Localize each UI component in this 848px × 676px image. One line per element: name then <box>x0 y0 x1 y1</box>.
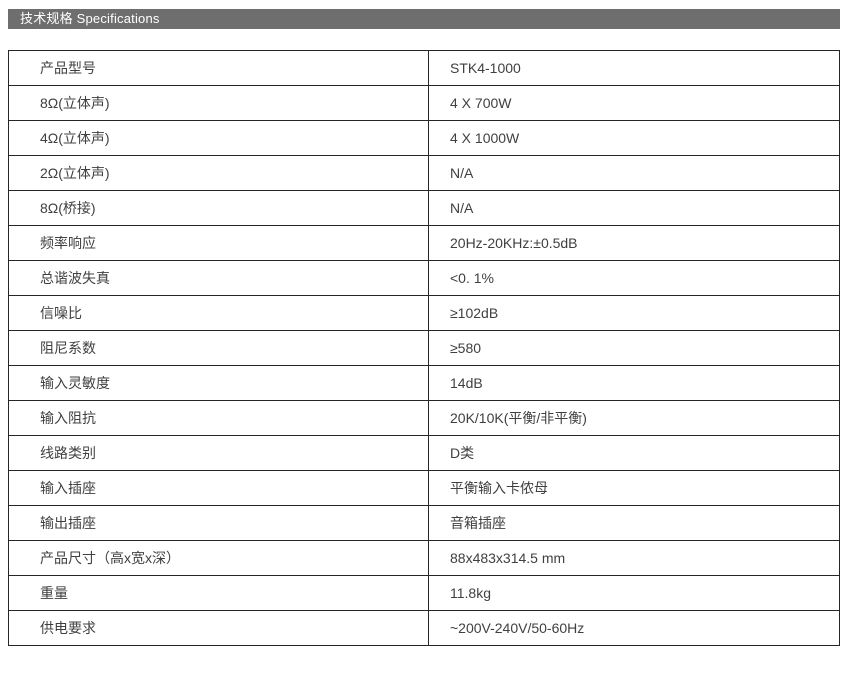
table-row: 输入阻抗 20K/10K(平衡/非平衡) <box>8 400 840 436</box>
section-title: 技术规格 Specifications <box>20 11 160 26</box>
table-row: 重量 11.8kg <box>8 575 840 611</box>
table-row: 信噪比 ≥102dB <box>8 295 840 331</box>
spacer <box>8 29 840 50</box>
spec-value: STK4-1000 <box>428 50 840 86</box>
table-row: 频率响应 20Hz-20KHz:±0.5dB <box>8 225 840 261</box>
spec-label: 4Ω(立体声) <box>8 120 429 156</box>
spec-label: 输出插座 <box>8 505 429 541</box>
spec-value: <0. 1% <box>428 260 840 296</box>
spec-value: 4 X 700W <box>428 85 840 121</box>
spec-value: 11.8kg <box>428 575 840 611</box>
table-row: 总谐波失真 <0. 1% <box>8 260 840 296</box>
table-row: 8Ω(立体声) 4 X 700W <box>8 85 840 121</box>
spec-value: 音箱插座 <box>428 505 840 541</box>
spec-label: 输入灵敏度 <box>8 365 429 401</box>
spec-value: 88x483x314.5 mm <box>428 540 840 576</box>
table-row: 8Ω(桥接) N/A <box>8 190 840 226</box>
spec-label: 重量 <box>8 575 429 611</box>
spec-label: 输入阻抗 <box>8 400 429 436</box>
spec-label: 供电要求 <box>8 610 429 646</box>
table-row: 输入灵敏度 14dB <box>8 365 840 401</box>
spec-label: 线路类别 <box>8 435 429 471</box>
spec-label: 8Ω(桥接) <box>8 190 429 226</box>
spec-label: 2Ω(立体声) <box>8 155 429 191</box>
spec-label: 总谐波失真 <box>8 260 429 296</box>
spec-label: 阻尼系数 <box>8 330 429 366</box>
specs-table: 产品型号 STK4-1000 8Ω(立体声) 4 X 700W 4Ω(立体声) … <box>8 50 840 646</box>
spec-value: 14dB <box>428 365 840 401</box>
spec-label: 信噪比 <box>8 295 429 331</box>
spec-value: 20K/10K(平衡/非平衡) <box>428 400 840 436</box>
table-row: 产品尺寸（高x宽x深） 88x483x314.5 mm <box>8 540 840 576</box>
specifications-section: 技术规格 Specifications 产品型号 STK4-1000 8Ω(立体… <box>8 9 840 646</box>
spec-label: 8Ω(立体声) <box>8 85 429 121</box>
table-row: 产品型号 STK4-1000 <box>8 50 840 86</box>
table-row: 输出插座 音箱插座 <box>8 505 840 541</box>
section-title-bar: 技术规格 Specifications <box>8 9 840 29</box>
table-row: 输入插座 平衡输入卡侬母 <box>8 470 840 506</box>
table-row: 线路类别 D类 <box>8 435 840 471</box>
spec-value: 4 X 1000W <box>428 120 840 156</box>
spec-value: ≥102dB <box>428 295 840 331</box>
spec-value: 20Hz-20KHz:±0.5dB <box>428 225 840 261</box>
table-row: 阻尼系数 ≥580 <box>8 330 840 366</box>
specs-table-body: 产品型号 STK4-1000 8Ω(立体声) 4 X 700W 4Ω(立体声) … <box>8 50 840 646</box>
spec-value: ~200V-240V/50-60Hz <box>428 610 840 646</box>
spec-value: D类 <box>428 435 840 471</box>
spec-value: N/A <box>428 190 840 226</box>
spec-value: 平衡输入卡侬母 <box>428 470 840 506</box>
table-row: 2Ω(立体声) N/A <box>8 155 840 191</box>
spec-label: 频率响应 <box>8 225 429 261</box>
spec-value: ≥580 <box>428 330 840 366</box>
spec-value: N/A <box>428 155 840 191</box>
table-row: 4Ω(立体声) 4 X 1000W <box>8 120 840 156</box>
spec-label: 输入插座 <box>8 470 429 506</box>
spec-label: 产品尺寸（高x宽x深） <box>8 540 429 576</box>
table-row: 供电要求 ~200V-240V/50-60Hz <box>8 610 840 646</box>
spec-label: 产品型号 <box>8 50 429 86</box>
